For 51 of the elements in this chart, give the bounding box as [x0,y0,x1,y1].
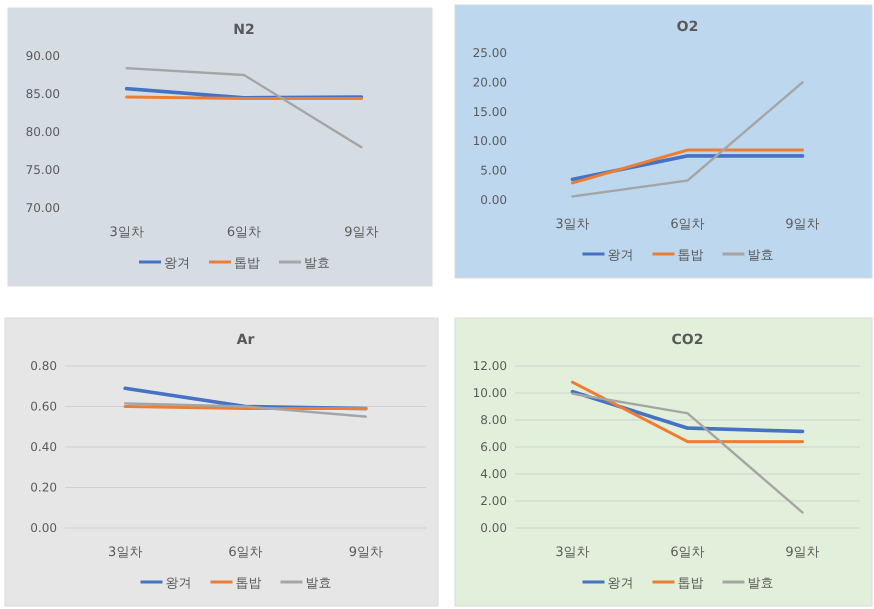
x-tick-label: 6일차 [226,225,262,240]
y-tick-label: 0.80 [30,359,57,373]
legend-label: 왕겨 [608,248,634,263]
y-tick-label: 25.00 [472,46,507,60]
y-tick-label: 70.00 [26,201,60,215]
x-tick-label: 3일차 [555,217,590,232]
y-tick-label: 15.00 [472,104,507,119]
x-tick-label: 3일차 [110,225,144,240]
x-tick-label: 6일차 [670,217,705,232]
y-tick-label: 0.60 [30,400,57,414]
x-tick-label: 9일차 [348,545,383,560]
x-tick-label: 9일차 [785,545,820,560]
chart-title: CO2 [672,332,704,348]
legend-label: 발효 [748,248,774,263]
chart-title: N2 [233,22,255,38]
y-tick-label: 0.00 [480,521,507,535]
legend-label: 톱밥 [234,256,260,271]
x-tick-label: 9일차 [785,217,820,232]
y-tick-label: 12.00 [472,359,507,373]
y-tick-label: 85.00 [26,87,60,101]
x-tick-label: 9일차 [344,225,378,240]
y-tick-label: 6.00 [480,440,507,454]
y-tick-label: 75.00 [26,163,60,177]
y-tick-label: 90.00 [26,49,60,63]
x-tick-label: 3일차 [108,545,142,560]
chart-title: O2 [676,19,698,35]
y-tick-label: 0.40 [30,440,57,454]
legend-label: 발효 [304,256,330,271]
legend-label: 톱밥 [236,576,262,591]
y-tick-label: 10.00 [472,386,507,400]
y-tick-label: 80.00 [26,125,60,139]
legend-label: 발효 [748,576,774,591]
y-tick-label: 2.00 [480,494,507,508]
y-tick-label: 20.00 [472,75,507,90]
x-tick-label: 6일차 [670,545,705,560]
y-tick-label: 5.00 [480,164,507,178]
y-tick-label: 0.00 [480,193,507,207]
legend-label: 왕겨 [166,576,192,591]
y-tick-label: 8.00 [480,413,507,427]
x-tick-label: 6일차 [228,545,263,560]
y-tick-label: 0.20 [30,480,57,494]
chart-title: Ar [236,332,254,348]
legend-label: 왕겨 [164,256,190,271]
y-tick-label: 4.00 [480,467,507,481]
legend-label: 발효 [306,576,332,591]
x-tick-label: 3일차 [555,545,590,560]
legend-label: 톱밥 [678,248,704,263]
y-tick-label: 10.00 [472,134,507,148]
y-tick-label: 0.00 [30,521,57,535]
legend-label: 톱밥 [678,576,704,591]
legend-label: 왕겨 [608,576,634,591]
